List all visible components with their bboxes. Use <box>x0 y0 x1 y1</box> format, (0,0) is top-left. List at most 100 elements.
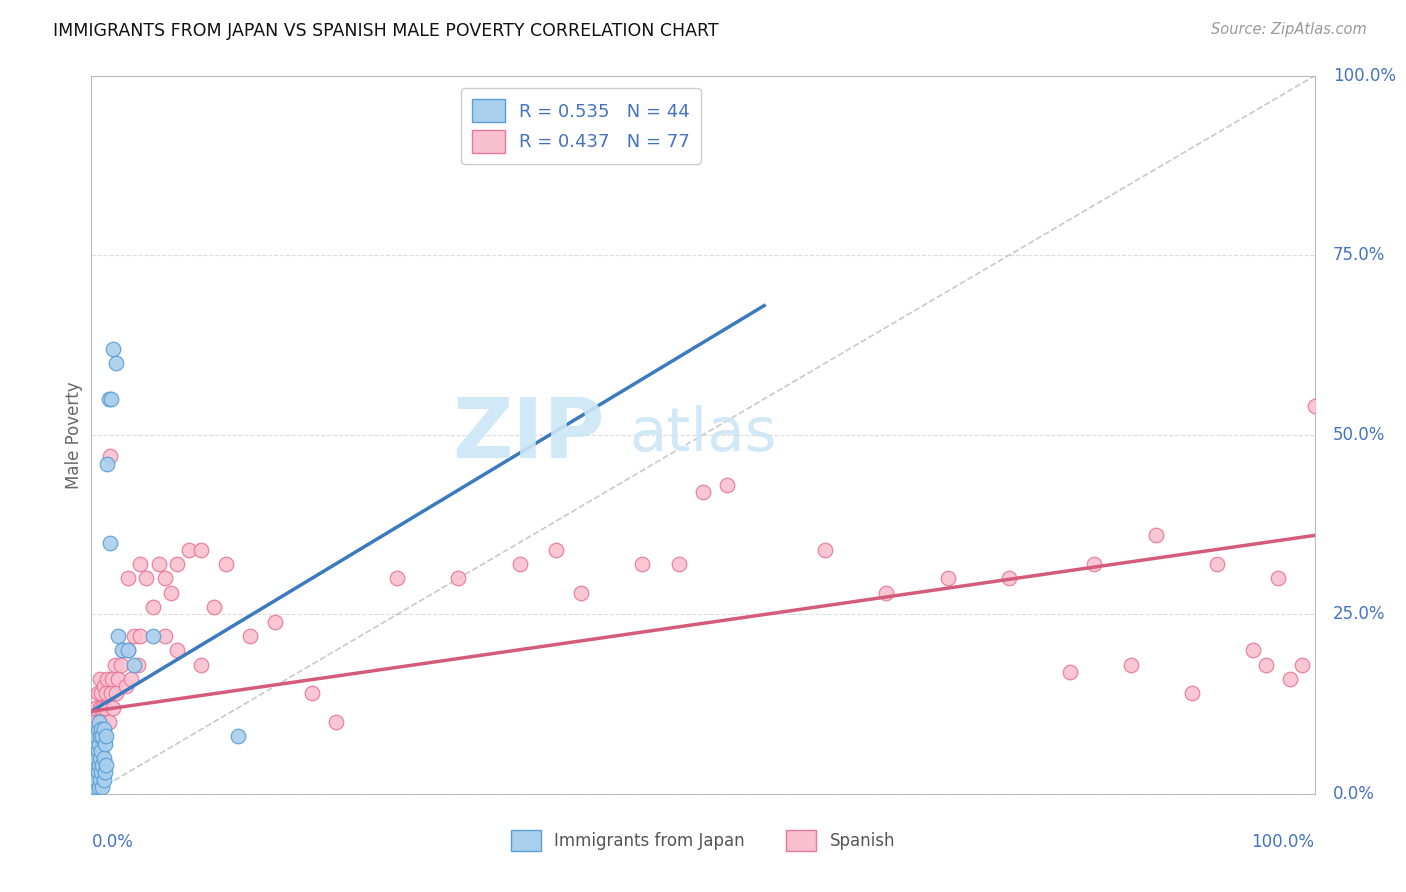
Point <box>94 765 117 780</box>
Point <box>94 686 117 700</box>
Point <box>120 672 142 686</box>
Point <box>112 643 135 657</box>
Point <box>87 758 110 772</box>
Point <box>97 392 120 406</box>
Point <box>90 744 112 758</box>
Point <box>202 600 225 615</box>
Point <box>86 765 108 780</box>
Point <box>91 700 114 714</box>
Point <box>103 700 125 714</box>
Point <box>94 758 117 772</box>
Point <box>325 715 347 730</box>
Point <box>1267 571 1289 585</box>
Point <box>129 557 152 571</box>
Point <box>84 772 107 787</box>
Point <box>814 542 837 557</box>
Point <box>1121 657 1143 672</box>
Point <box>93 679 115 693</box>
Point <box>190 657 212 672</box>
Text: 0.0%: 0.0% <box>1333 785 1375 803</box>
Text: Source: ZipAtlas.com: Source: ZipAtlas.com <box>1211 22 1367 37</box>
Point <box>160 586 183 600</box>
Point <box>86 730 108 744</box>
Point <box>86 744 108 758</box>
Point <box>90 765 112 780</box>
Point <box>509 557 531 571</box>
Point <box>84 737 107 751</box>
Point <box>127 657 149 672</box>
Y-axis label: Male Poverty: Male Poverty <box>65 381 83 489</box>
Point <box>100 686 122 700</box>
Point <box>107 672 129 686</box>
Text: ZIP: ZIP <box>453 394 605 475</box>
Point <box>91 758 114 772</box>
Point <box>166 643 188 657</box>
Point <box>716 478 738 492</box>
Point <box>84 758 107 772</box>
Point <box>569 586 592 600</box>
Text: 0.0%: 0.0% <box>91 833 134 851</box>
Point <box>153 571 176 585</box>
Point <box>83 772 105 787</box>
Point <box>385 571 409 585</box>
Text: 100.0%: 100.0% <box>1333 67 1396 85</box>
Point <box>84 730 107 744</box>
Point <box>89 700 111 714</box>
Text: 25.0%: 25.0% <box>1333 606 1385 624</box>
Point <box>114 679 136 693</box>
Text: IMMIGRANTS FROM JAPAN VS SPANISH MALE POVERTY CORRELATION CHART: IMMIGRANTS FROM JAPAN VS SPANISH MALE PO… <box>53 22 718 40</box>
Point <box>96 672 118 686</box>
Point <box>100 392 122 406</box>
Point <box>135 571 157 585</box>
Point <box>96 457 118 471</box>
Text: 50.0%: 50.0% <box>1333 425 1385 444</box>
Point <box>104 686 127 700</box>
Point <box>141 629 163 643</box>
Point <box>179 542 201 557</box>
Point <box>1205 557 1227 571</box>
Point <box>87 715 110 730</box>
Point <box>153 629 176 643</box>
Point <box>936 571 959 585</box>
Point <box>86 686 108 700</box>
Point <box>122 629 145 643</box>
Point <box>215 557 238 571</box>
Point <box>301 686 323 700</box>
Point <box>546 542 568 557</box>
Point <box>89 730 111 744</box>
Point <box>84 780 107 794</box>
Point <box>117 643 139 657</box>
Point <box>1083 557 1105 571</box>
Point <box>1279 672 1302 686</box>
Point <box>94 730 117 744</box>
Point <box>166 557 188 571</box>
Point <box>190 542 212 557</box>
Legend: Immigrants from Japan, Spanish: Immigrants from Japan, Spanish <box>501 820 905 861</box>
Point <box>107 629 129 643</box>
Point <box>83 730 105 744</box>
Point <box>84 700 107 714</box>
Point <box>86 723 108 737</box>
Text: atlas: atlas <box>630 405 778 465</box>
Point <box>89 751 111 765</box>
Point <box>84 715 107 730</box>
Point <box>104 356 127 370</box>
Text: 100.0%: 100.0% <box>1251 833 1315 851</box>
Point <box>98 450 121 464</box>
Point <box>1144 528 1167 542</box>
Point <box>631 557 654 571</box>
Point <box>97 715 120 730</box>
Point <box>141 600 163 615</box>
Point <box>93 751 115 765</box>
Point <box>94 700 117 714</box>
Point <box>226 730 249 744</box>
Point <box>93 772 115 787</box>
Point <box>90 723 112 737</box>
Point <box>239 629 262 643</box>
Point <box>90 715 112 730</box>
Point <box>87 715 110 730</box>
Point <box>1059 665 1081 679</box>
Point <box>1291 657 1313 672</box>
Point <box>117 571 139 585</box>
Point <box>668 557 690 571</box>
